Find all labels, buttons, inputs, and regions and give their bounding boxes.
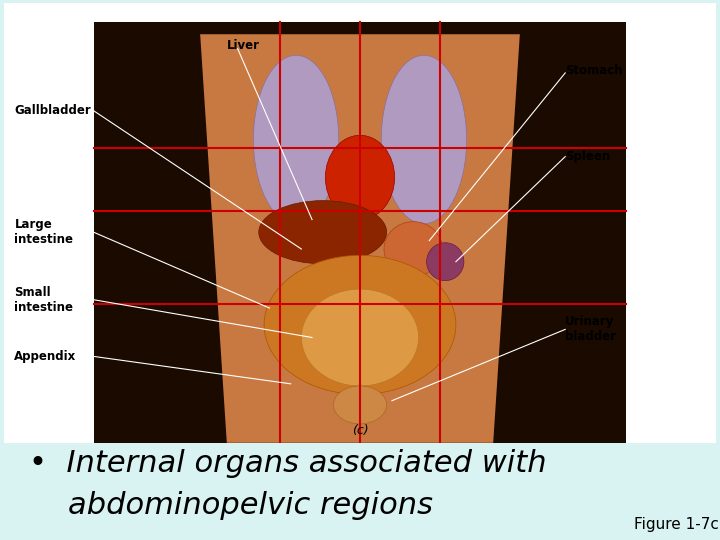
Text: Urinary
bladder: Urinary bladder bbox=[565, 315, 616, 343]
Text: Appendix: Appendix bbox=[14, 350, 76, 363]
Ellipse shape bbox=[384, 221, 443, 276]
Text: abdominopelvic regions: abdominopelvic regions bbox=[29, 491, 433, 521]
Text: Large
intestine: Large intestine bbox=[14, 218, 73, 246]
Text: Stomach: Stomach bbox=[565, 64, 623, 77]
Text: (c): (c) bbox=[351, 424, 369, 437]
Text: Gallbladder: Gallbladder bbox=[14, 104, 91, 117]
Ellipse shape bbox=[325, 136, 395, 220]
Ellipse shape bbox=[426, 242, 464, 281]
Ellipse shape bbox=[302, 289, 418, 386]
Ellipse shape bbox=[333, 386, 387, 424]
Bar bbox=[94, 22, 626, 443]
Ellipse shape bbox=[264, 255, 456, 394]
Text: •  Internal organs associated with: • Internal organs associated with bbox=[29, 449, 546, 478]
Ellipse shape bbox=[258, 201, 387, 264]
Text: Liver: Liver bbox=[227, 39, 260, 52]
Ellipse shape bbox=[253, 55, 338, 224]
Bar bbox=[4, 443, 716, 537]
Text: Small
intestine: Small intestine bbox=[14, 286, 73, 314]
Ellipse shape bbox=[382, 55, 467, 224]
Polygon shape bbox=[200, 34, 520, 443]
Text: Spleen: Spleen bbox=[565, 150, 611, 163]
Text: Figure 1-7c: Figure 1-7c bbox=[634, 517, 719, 532]
